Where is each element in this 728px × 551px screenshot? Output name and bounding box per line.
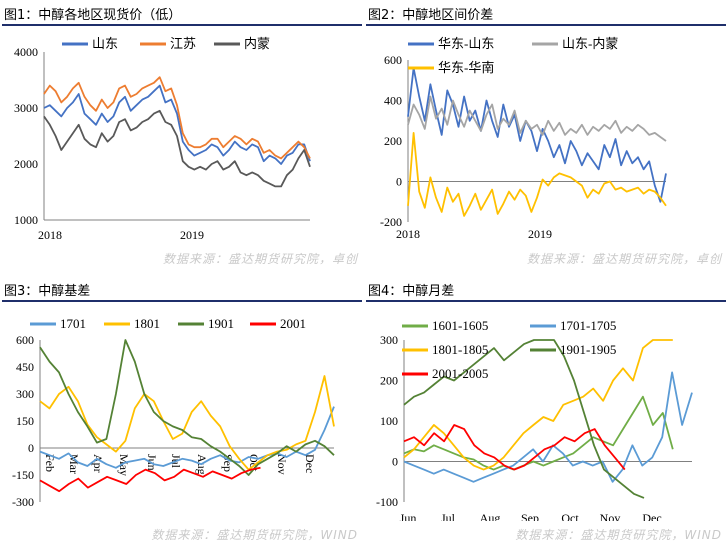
series-line-2 [43, 76, 311, 160]
y-tick-label: 1000 [14, 213, 38, 227]
y-tick-label: 200 [384, 134, 402, 148]
x-tick-label: May [117, 454, 131, 476]
series-line-4 [39, 466, 261, 493]
y-tick-label: 300 [380, 333, 398, 347]
x-tick-label: Jul [441, 511, 456, 521]
series-line-2 [407, 95, 667, 142]
series-line-1 [403, 395, 674, 471]
source-note: 数据来源：盛达期货研究院，卓创 [526, 252, 722, 266]
plot-area: 1000 2000 3000 4000 2018 2019 山东 江苏 内蒙 [14, 36, 311, 242]
x-tick-label: Feb [43, 454, 57, 472]
x-tick-label: Dec [642, 511, 661, 521]
y-tick-label: 600 [16, 333, 34, 347]
legend-label: 1701 [60, 316, 86, 331]
y-tick-label: 150 [16, 414, 34, 428]
y-tick-label: -200 [380, 215, 402, 229]
y-tick-label: 0 [28, 441, 34, 455]
chart-panel-1: 图1：中醇各地区现货价（低） 1000 2000 3000 4000 2018 2019 山… [0, 0, 364, 275]
legend-label: 2001-2005 [432, 366, 488, 381]
series-line-1 [39, 406, 335, 469]
x-tick-label: Jun [400, 511, 417, 521]
legend-label: 1801 [134, 316, 160, 331]
y-tick-label: 100 [380, 414, 398, 428]
legend-label: 1701-1705 [560, 318, 616, 333]
x-tick-label: Mar [67, 454, 81, 474]
x-tick-label: Sep [521, 511, 539, 521]
y-tick-label: 0 [392, 455, 398, 469]
series-line-1 [407, 67, 667, 203]
series-line-3 [407, 132, 667, 217]
x-tick-label: 2019 [180, 228, 204, 242]
x-tick-label: Nov [275, 454, 289, 475]
series-line-3 [39, 339, 335, 476]
series-line-3 [43, 109, 311, 188]
chart-panel-4: 图4：中醇月差 -100 0 100 200 300 Jun Jul Aug Sep Oct Nov… [364, 276, 728, 551]
x-tick-label: Oct [561, 511, 579, 521]
chart-title: 图4：中醇月差 [368, 284, 455, 299]
series-line-4 [403, 339, 645, 499]
x-tick-label: Dec [303, 454, 317, 473]
y-tick-label: 600 [384, 53, 402, 67]
chart-panel-2: 图2：中醇地区间价差 -200 0 200 400 600 2018 2019 华东-山东 山东… [364, 0, 728, 275]
plot-area: -100 0 100 200 300 Jun Jul Aug Sep Oct Nov Dec 1601-… [376, 318, 693, 521]
y-tick-label: 200 [380, 374, 398, 388]
y-tick-label: -150 [12, 468, 34, 482]
series-line-1 [43, 84, 311, 165]
legend-label: 1801-1805 [432, 342, 488, 357]
x-tick-label: 2018 [396, 227, 420, 241]
source-note: 数据来源：盛达期货研究院，WIND [151, 528, 358, 542]
title-divider [2, 24, 362, 26]
legend-label: 1901 [208, 316, 234, 331]
legend-label: 2001 [280, 316, 306, 331]
chart-title: 图2：中醇地区间价差 [368, 8, 494, 23]
chart-title: 图3：中醇基差 [4, 284, 91, 299]
legend-label: 1901-1905 [560, 342, 616, 357]
y-tick-label: -300 [12, 495, 34, 509]
legend-label: 内蒙 [244, 36, 270, 51]
y-tick-label: 4000 [14, 45, 38, 59]
y-tick-label: 400 [384, 94, 402, 108]
source-note: 数据来源：盛达期货研究院，卓创 [162, 252, 358, 266]
title-divider [366, 300, 726, 302]
y-tick-label: -100 [376, 495, 398, 509]
x-tick-label: 2018 [38, 228, 62, 242]
x-tick-label: Nov [600, 511, 621, 521]
chart-panel-3: 图3：中醇基差 -300 -150 0 150 300 450 600 Feb Mar Apr Ma… [0, 276, 364, 551]
series-line-2 [39, 375, 335, 471]
title-divider [366, 24, 726, 26]
legend-label: 华东-华南 [438, 60, 494, 75]
legend-label: 1601-1605 [432, 318, 488, 333]
y-tick-label: 2000 [14, 157, 38, 171]
series-line-5 [403, 424, 626, 471]
source-note: 数据来源：盛达期货研究院，WIND [515, 528, 722, 542]
legend-label: 江苏 [170, 36, 196, 51]
legend-label: 华东-山东 [438, 36, 494, 51]
title-divider [2, 300, 362, 302]
x-tick-label: 2019 [528, 227, 552, 241]
chart-title: 图1：中醇各地区现货价（低） [4, 8, 182, 23]
series-line-3 [403, 339, 673, 471]
x-tick-label: Aug [480, 511, 501, 521]
y-tick-label: 0 [396, 175, 402, 189]
x-tick-label: Apr [91, 454, 105, 473]
legend-label: 山东-内蒙 [562, 36, 618, 51]
y-tick-label: 300 [16, 387, 34, 401]
legend-label: 山东 [92, 36, 118, 51]
y-tick-label: 450 [16, 360, 34, 374]
series-line-2 [403, 371, 693, 483]
y-tick-label: 3000 [14, 101, 38, 115]
